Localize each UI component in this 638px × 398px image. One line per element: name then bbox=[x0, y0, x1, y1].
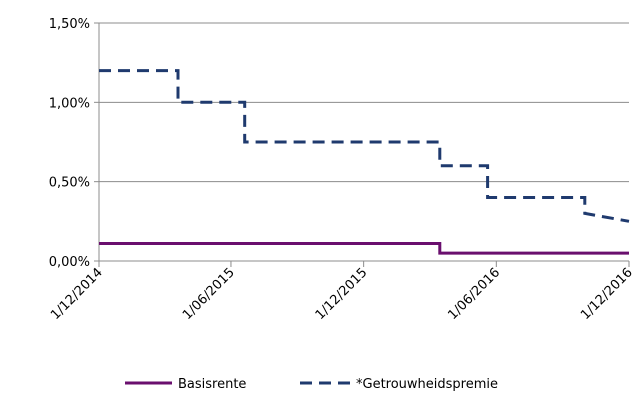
x-tick-label: 1/06/2015 bbox=[180, 265, 238, 323]
series-line-basisrente bbox=[99, 242, 629, 255]
y-tick-label: 1,00% bbox=[49, 96, 90, 111]
y-tick-label: 0,00% bbox=[49, 255, 90, 270]
legend-label: Basisrente bbox=[178, 377, 246, 392]
series-group bbox=[99, 69, 630, 255]
legend: Basisrente *Getrouwheidspremie bbox=[125, 377, 498, 392]
axes bbox=[94, 22, 630, 267]
x-tick-label: 1/12/2014 bbox=[48, 265, 106, 323]
x-tick-label: 1/12/2015 bbox=[313, 265, 371, 323]
y-tick-label: 0,50% bbox=[49, 176, 90, 191]
gridlines bbox=[99, 22, 629, 183]
legend-label: *Getrouwheidspremie bbox=[356, 377, 498, 392]
x-tick-label: 1/06/2016 bbox=[445, 265, 503, 323]
series-line-getrouwheidspremie bbox=[99, 69, 630, 223]
y-tick-label: 1,50% bbox=[49, 17, 90, 32]
x-tick-label: 1/12/2016 bbox=[578, 265, 636, 323]
tick-labels: 0,00% 0,50% 1,00% 1,50% 1/12/2014 1/06/2015 1/… bbox=[48, 17, 636, 323]
